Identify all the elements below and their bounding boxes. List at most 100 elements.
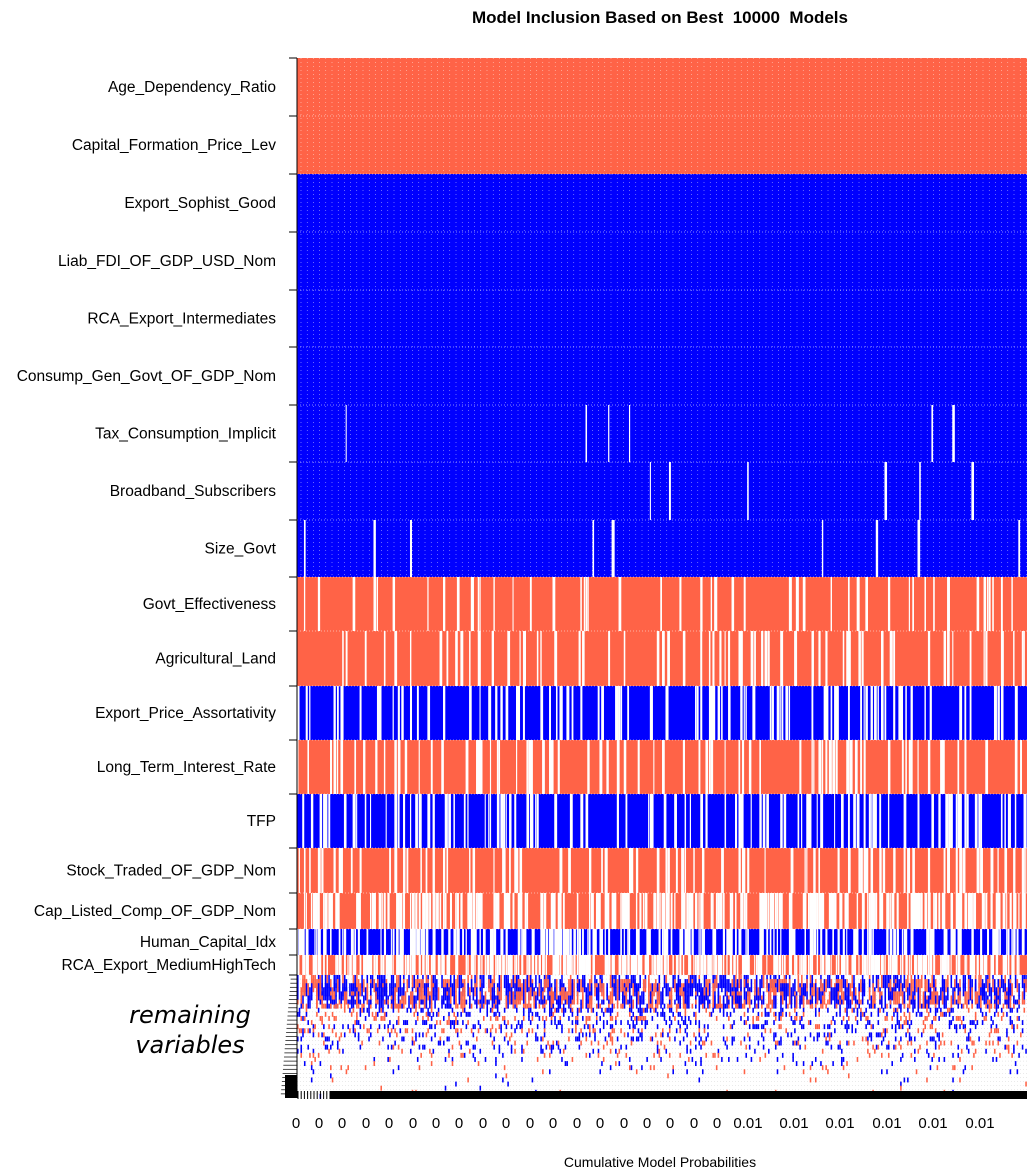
exclusion-gap <box>816 929 819 955</box>
inclusion-mark <box>368 1007 370 1013</box>
inclusion-mark <box>757 995 760 1009</box>
inclusion-mark <box>757 1024 760 1030</box>
exclusion-gap <box>801 794 803 848</box>
exclusion-gap <box>907 893 909 929</box>
inclusion-mark <box>955 1016 958 1021</box>
exclusion-gap <box>505 794 507 848</box>
exclusion-gap <box>877 955 881 975</box>
inclusion-mark <box>415 1003 417 1009</box>
inclusion-mark <box>568 1036 570 1042</box>
exclusion-gap <box>383 631 386 686</box>
exclusion-gap <box>456 893 459 929</box>
exclusion-gap <box>573 955 576 975</box>
inclusion-mark <box>1009 995 1012 1009</box>
exclusion-gap <box>354 929 357 955</box>
exclusion-gap <box>1014 893 1017 929</box>
inclusion-mark <box>422 1032 424 1038</box>
inclusion-mark <box>691 983 694 997</box>
y-label: Size_Govt <box>204 541 276 558</box>
exclusion-gap <box>585 955 588 975</box>
inclusion-mark <box>628 999 631 1005</box>
inclusion-mark <box>562 1011 565 1017</box>
inclusion-mark <box>990 1028 993 1034</box>
inclusion-mark <box>808 999 810 1005</box>
inclusion-mark <box>529 1020 532 1026</box>
inclusion-mark <box>333 975 336 989</box>
inclusion-mark <box>345 1069 348 1075</box>
inclusion-mark <box>938 1016 940 1021</box>
inclusion-mark <box>529 1007 532 1013</box>
exclusion-gap <box>825 929 828 955</box>
exclusion-gap <box>582 929 584 955</box>
inclusion-mark <box>472 1052 475 1058</box>
inclusion-mark <box>585 1036 588 1042</box>
inclusion-mark <box>894 1024 897 1030</box>
exclusion-gap <box>630 848 634 893</box>
inclusion-mark <box>884 991 887 1005</box>
exclusion-gap <box>1007 794 1011 848</box>
inclusion-mark <box>516 979 518 993</box>
inclusion-mark <box>646 1007 648 1013</box>
inclusion-mark <box>802 1007 805 1013</box>
exclusion-gap <box>627 929 629 955</box>
inclusion-mark <box>839 1044 841 1050</box>
inclusion-mark <box>700 991 702 1005</box>
exclusion-gap <box>323 929 326 955</box>
exclusion-gap <box>790 929 794 955</box>
inclusion-mark <box>827 1069 829 1075</box>
inclusion-mark <box>774 1040 777 1046</box>
exclusion-gap <box>656 631 660 686</box>
inclusion-mark <box>378 1040 381 1046</box>
inclusion-mark <box>695 1044 697 1050</box>
exclusion-gap <box>707 955 710 975</box>
inclusion-mark <box>634 1024 636 1030</box>
inclusion-mark <box>609 1065 612 1071</box>
exclusion-gap <box>371 893 374 929</box>
inclusion-mark <box>912 979 914 993</box>
exclusion-gap <box>403 893 406 929</box>
inclusion-mark <box>357 1003 360 1009</box>
exclusion-gap <box>924 577 927 631</box>
inclusion-mark <box>781 991 784 1005</box>
exclusion-gap <box>604 848 608 893</box>
inclusion-mark <box>1021 1044 1024 1050</box>
inclusion-mark <box>536 1036 539 1042</box>
inclusion-mark <box>839 1007 841 1013</box>
inclusion-mark <box>535 995 537 1009</box>
exclusion-gap <box>623 955 627 975</box>
inclusion-mark <box>397 987 400 1001</box>
inclusion-mark <box>934 979 937 993</box>
exclusion-gap <box>881 955 884 975</box>
inclusion-mark <box>460 991 462 1005</box>
inclusion-mark <box>914 1036 916 1042</box>
inclusion-mark <box>868 1052 871 1058</box>
inclusion-mark <box>882 1007 885 1013</box>
exclusion-gap <box>681 893 685 929</box>
exclusion-gap <box>745 929 747 955</box>
x-tick-label: 0 <box>479 1115 487 1132</box>
exclusion-gap <box>432 848 435 893</box>
inclusion-mark <box>496 1016 499 1021</box>
inclusion-mark <box>345 991 348 1005</box>
inclusion-mark <box>642 999 645 1005</box>
y-label: Export_Price_Assortativity <box>95 705 276 722</box>
inclusion-mark <box>1009 1007 1012 1013</box>
inclusion-mark <box>310 1065 313 1071</box>
inclusion-mark <box>868 979 871 993</box>
inclusion-mark <box>425 1032 428 1038</box>
exclusion-gap <box>750 631 754 686</box>
inclusion-mark <box>319 975 322 989</box>
inclusion-mark <box>479 999 482 1005</box>
x-tick-label: 0.01 <box>918 1115 947 1132</box>
exclusion-gap <box>590 893 594 929</box>
inclusion-mark <box>898 1040 900 1046</box>
exclusion-gap <box>493 577 495 631</box>
exclusion-gap <box>870 893 873 929</box>
exclusion-gap <box>1018 520 1021 577</box>
inclusion-mark <box>336 1040 339 1046</box>
exclusion-gap <box>364 794 367 848</box>
inclusion-mark <box>615 1020 617 1026</box>
exclusion-gap <box>689 955 692 975</box>
inclusion-mark <box>856 1011 859 1017</box>
inclusion-mark <box>422 979 424 993</box>
